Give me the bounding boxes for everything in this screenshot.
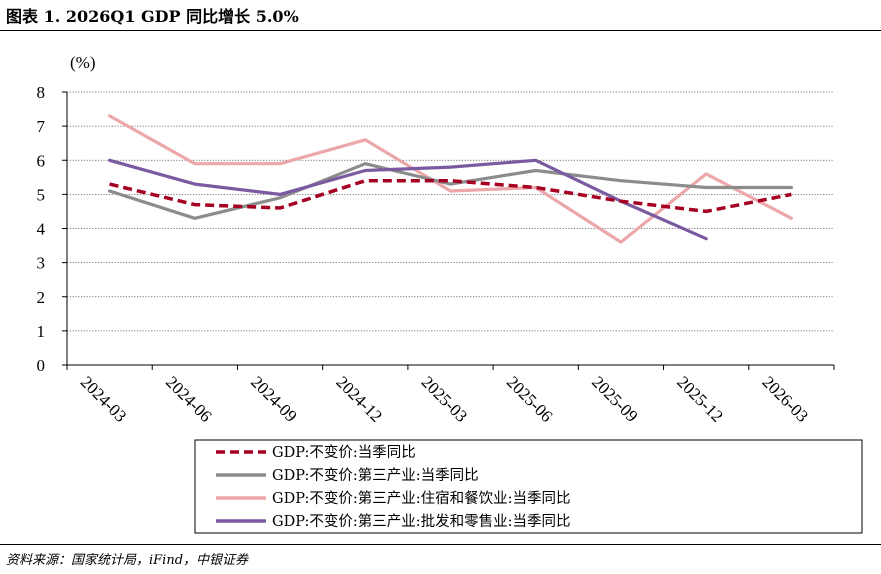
x-tick-label: 2025-12 (673, 372, 727, 426)
y-tick-labels: 0 1 2 3 4 5 6 7 8 (37, 83, 46, 375)
y-tick-label: 3 (37, 254, 46, 273)
x-tick-label: 2026-03 (759, 372, 813, 426)
x-tick-label: 2024-03 (77, 372, 131, 426)
series-line-3 (108, 158, 708, 241)
y-tick-label: 2 (37, 288, 46, 307)
x-tick-label: 2024-12 (332, 372, 386, 426)
y-tick-label: 7 (37, 117, 46, 136)
y-tick-label: 8 (37, 83, 46, 102)
axes (66, 92, 835, 370)
y-unit-label: (%) (70, 53, 95, 72)
series-line-2 (108, 114, 793, 244)
series-lines (108, 114, 793, 244)
legend-label-3: GDP:不变价:第三产业:批发和零售业:当季同比 (272, 512, 571, 530)
footer-rule (0, 544, 881, 545)
y-tick-label: 1 (37, 322, 46, 341)
chart-title: 图表 1. 2026Q1 GDP 同比增长 5.0% (6, 7, 299, 26)
x-tick-labels: 2024-03 2024-06 2024-09 2024-12 2025-03 2025-… (77, 372, 812, 426)
y-tick-label: 6 (37, 151, 46, 170)
source-note: 资料来源：国家统计局，iFind，中银证券 (6, 553, 249, 568)
title-rule (0, 30, 881, 31)
y-tick-label: 0 (37, 356, 46, 375)
legend-label-1: GDP:不变价:第三产业:当季同比 (272, 466, 479, 484)
x-tick-label: 2024-09 (247, 372, 301, 426)
x-tick-label: 2025-09 (588, 372, 642, 426)
y-tick-label: 4 (37, 220, 46, 239)
legend-label-0: GDP:不变价:当季同比 (272, 444, 416, 461)
legend: GDP:不变价:当季同比 GDP:不变价:第三产业:当季同比 GDP:不变价:第三产… (194, 439, 863, 534)
x-tick-label: 2025-06 (503, 372, 557, 426)
x-tick-label: 2025-03 (418, 372, 472, 426)
y-tick-label: 5 (37, 185, 46, 204)
legend-box (194, 439, 863, 534)
series-line-0 (109, 178, 792, 214)
series-line-1 (108, 162, 793, 220)
legend-label-2: GDP:不变价:第三产业:住宿和餐饮业:当季同比 (272, 489, 571, 507)
gridlines (62, 91, 834, 366)
x-tick-label: 2024-06 (162, 372, 216, 426)
